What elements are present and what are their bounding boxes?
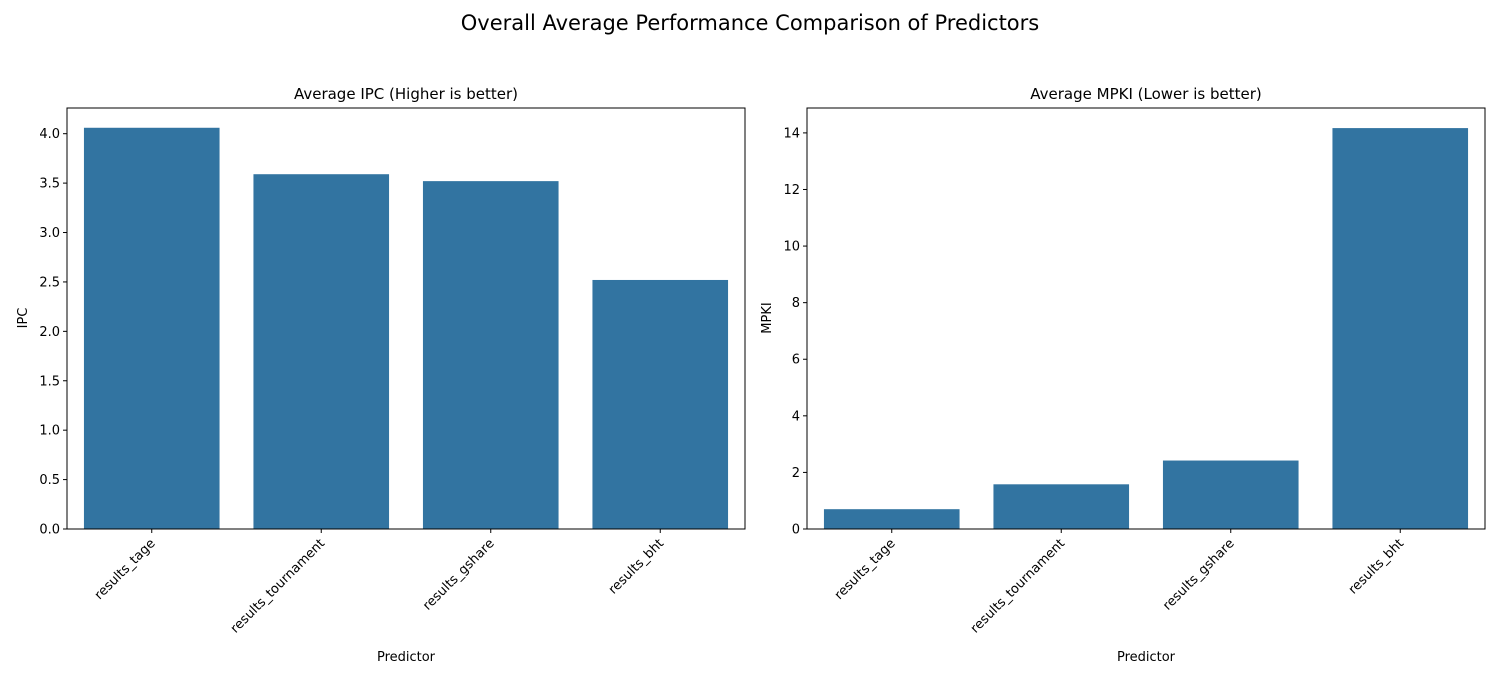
ipc-bar-results-tage xyxy=(83,127,220,530)
mpki-ytick-label: 2 xyxy=(792,466,800,481)
ipc-ytick-label: 4.0 xyxy=(39,127,60,142)
mpki-ytick-label: 8 xyxy=(792,296,800,311)
ipc-chart-xlabel: Predictor xyxy=(377,650,436,665)
mpki-bar-results-gshare xyxy=(1162,460,1299,529)
figure-suptitle: Overall Average Performance Comparison o… xyxy=(461,11,1039,35)
mpki-bar-results-tournament xyxy=(993,484,1130,529)
ipc-bar-results-gshare xyxy=(422,181,559,529)
ipc-ytick-label: 3.5 xyxy=(39,177,60,192)
mpki-axes-frame xyxy=(806,107,1486,530)
ipc-ytick-label: 0.5 xyxy=(39,473,60,488)
mpki-chart-xlabel: Predictor xyxy=(1117,650,1176,665)
mpki-ytick-label: 4 xyxy=(792,409,800,424)
mpki-chart-ylabel: MPKI xyxy=(760,302,775,333)
mpki-ytick-label: 10 xyxy=(783,240,800,255)
ipc-axes-frame xyxy=(66,107,746,530)
mpki-chart-title: Average MPKI (Lower is better) xyxy=(1030,85,1261,103)
ipc-ytick-label: 2.0 xyxy=(39,325,60,340)
ipc-chart: Average IPC (Higher is better) Predictor… xyxy=(16,85,746,665)
mpki-ytick-label: 0 xyxy=(792,523,800,538)
mpki-ytick-label: 12 xyxy=(783,183,800,198)
mpki-ytick-label: 6 xyxy=(792,353,800,368)
ipc-ytick-label: 1.5 xyxy=(39,374,60,389)
ipc-ytick-label: 2.5 xyxy=(39,275,60,290)
mpki-bar-results-bht xyxy=(1332,128,1469,529)
ipc-ytick-label: 3.0 xyxy=(39,226,60,241)
ipc-bar-results-bht xyxy=(592,279,729,529)
ipc-chart-title: Average IPC (Higher is better) xyxy=(294,85,518,103)
ipc-ytick-label: 1.0 xyxy=(39,424,60,439)
mpki-bar-results-tage xyxy=(823,509,960,529)
ipc-ytick-label: 0.0 xyxy=(39,523,60,538)
ipc-chart-ylabel: IPC xyxy=(16,308,31,329)
mpki-ytick-label: 14 xyxy=(783,126,800,141)
ipc-bar-results-tournament xyxy=(253,174,390,529)
